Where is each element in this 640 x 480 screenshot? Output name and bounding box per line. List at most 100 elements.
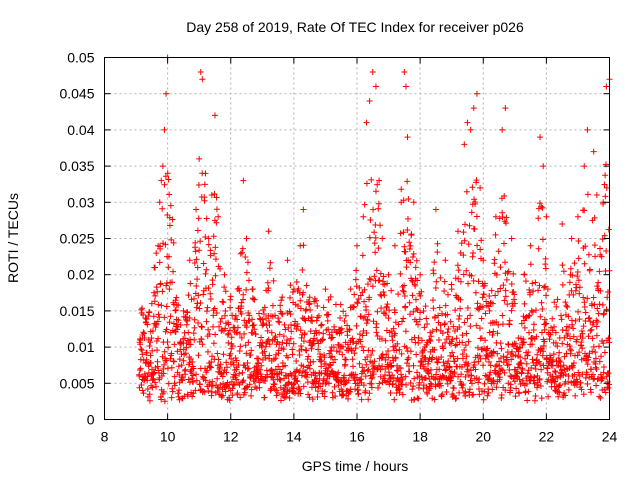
data-point-background xyxy=(363,307,370,314)
data-point-background xyxy=(149,328,156,335)
y-axis-label: ROTI / TECUs xyxy=(5,193,21,283)
data-point-background xyxy=(327,293,334,300)
data-point-background xyxy=(528,364,535,371)
data-point-background xyxy=(584,295,591,302)
data-point xyxy=(167,329,174,336)
data-point-background xyxy=(595,310,602,317)
data-point-background xyxy=(570,333,577,340)
data-point-background xyxy=(376,380,383,387)
data-point-background xyxy=(514,364,521,371)
data-point-background xyxy=(586,266,593,273)
data-point-background xyxy=(572,317,579,324)
data-point-background xyxy=(439,310,446,317)
data-point-background xyxy=(369,347,376,354)
data-point-background xyxy=(570,325,577,332)
data-point-background xyxy=(272,333,279,340)
data-point-background xyxy=(521,317,528,324)
data-point-background xyxy=(173,301,180,308)
data-point-background xyxy=(166,286,173,293)
data-point-background xyxy=(139,387,146,394)
data-point-background xyxy=(370,318,377,325)
data-point-background xyxy=(223,369,230,376)
data-point-background xyxy=(250,296,257,303)
data-point-background xyxy=(158,396,165,403)
data-point-background xyxy=(222,288,229,295)
data-point-background xyxy=(174,390,181,397)
data-point-background xyxy=(389,381,396,388)
data-point-background xyxy=(189,372,196,379)
data-point-background xyxy=(404,356,411,363)
data-point-background xyxy=(211,190,218,197)
data-point-background xyxy=(382,337,389,344)
data-point xyxy=(193,206,200,213)
data-point-background xyxy=(337,327,344,334)
data-point-background xyxy=(236,287,243,294)
data-point-background xyxy=(465,360,472,367)
data-point xyxy=(372,83,379,90)
data-point-background xyxy=(213,194,220,201)
x-tick-label: 20 xyxy=(475,429,491,445)
data-point-background xyxy=(291,390,298,397)
data-point-background xyxy=(440,359,447,366)
data-point-background xyxy=(177,321,184,328)
data-point-background xyxy=(161,314,168,321)
data-point-background xyxy=(527,291,534,298)
data-point-background xyxy=(503,276,510,283)
data-point-background xyxy=(598,353,605,360)
data-point-background xyxy=(512,340,519,347)
data-point-background xyxy=(176,387,183,394)
data-point xyxy=(297,242,304,249)
data-point-background xyxy=(327,362,334,369)
data-point-background xyxy=(542,261,549,268)
data-point-background xyxy=(502,259,509,266)
data-point-background xyxy=(453,335,460,342)
data-point-background xyxy=(565,386,572,393)
data-point-background xyxy=(381,292,388,299)
data-point-background xyxy=(503,220,510,227)
data-point-background xyxy=(385,348,392,355)
data-point-background xyxy=(537,382,544,389)
data-point-background xyxy=(405,196,412,203)
data-point-background xyxy=(265,317,272,324)
data-point-background xyxy=(511,291,518,298)
data-point-background xyxy=(166,191,173,198)
data-point-background xyxy=(558,316,565,323)
data-point xyxy=(379,235,386,242)
data-point-background xyxy=(455,275,462,282)
data-point-background xyxy=(212,244,219,251)
data-point-background xyxy=(530,288,537,295)
data-point-background xyxy=(262,374,269,381)
data-point-background xyxy=(207,296,214,303)
data-point-background xyxy=(445,325,452,332)
data-point-background xyxy=(397,365,404,372)
data-point-background xyxy=(481,380,488,387)
data-point-background xyxy=(594,305,601,312)
data-point-background xyxy=(499,213,506,220)
data-point-background xyxy=(473,322,480,329)
data-point-background xyxy=(487,369,494,376)
data-point-background xyxy=(535,287,542,294)
data-point-background xyxy=(159,205,166,212)
data-point-background xyxy=(574,336,581,343)
data-point-background xyxy=(484,354,491,361)
data-point-background xyxy=(149,347,156,354)
data-point-background xyxy=(420,307,427,314)
data-point-background xyxy=(269,302,276,309)
data-point-background xyxy=(450,385,457,392)
data-point-background xyxy=(262,354,269,361)
data-point-background xyxy=(466,222,473,229)
data-point-background xyxy=(393,347,400,354)
data-point-background xyxy=(351,291,358,298)
data-point-background xyxy=(479,304,486,311)
data-point-background xyxy=(449,349,456,356)
data-point xyxy=(249,286,256,293)
data-point-background xyxy=(293,357,300,364)
data-point-background xyxy=(403,264,410,271)
data-point xyxy=(360,213,367,220)
data-point-background xyxy=(436,366,443,373)
data-point-background xyxy=(321,354,328,361)
data-point-background xyxy=(296,385,303,392)
y-tick-labels: 0 0.005 0.01 0.015 0.02 0.025 0.03 0.035 0.04 0.0… xyxy=(59,50,94,428)
data-point-background xyxy=(431,259,438,266)
data-point-background xyxy=(422,303,429,310)
